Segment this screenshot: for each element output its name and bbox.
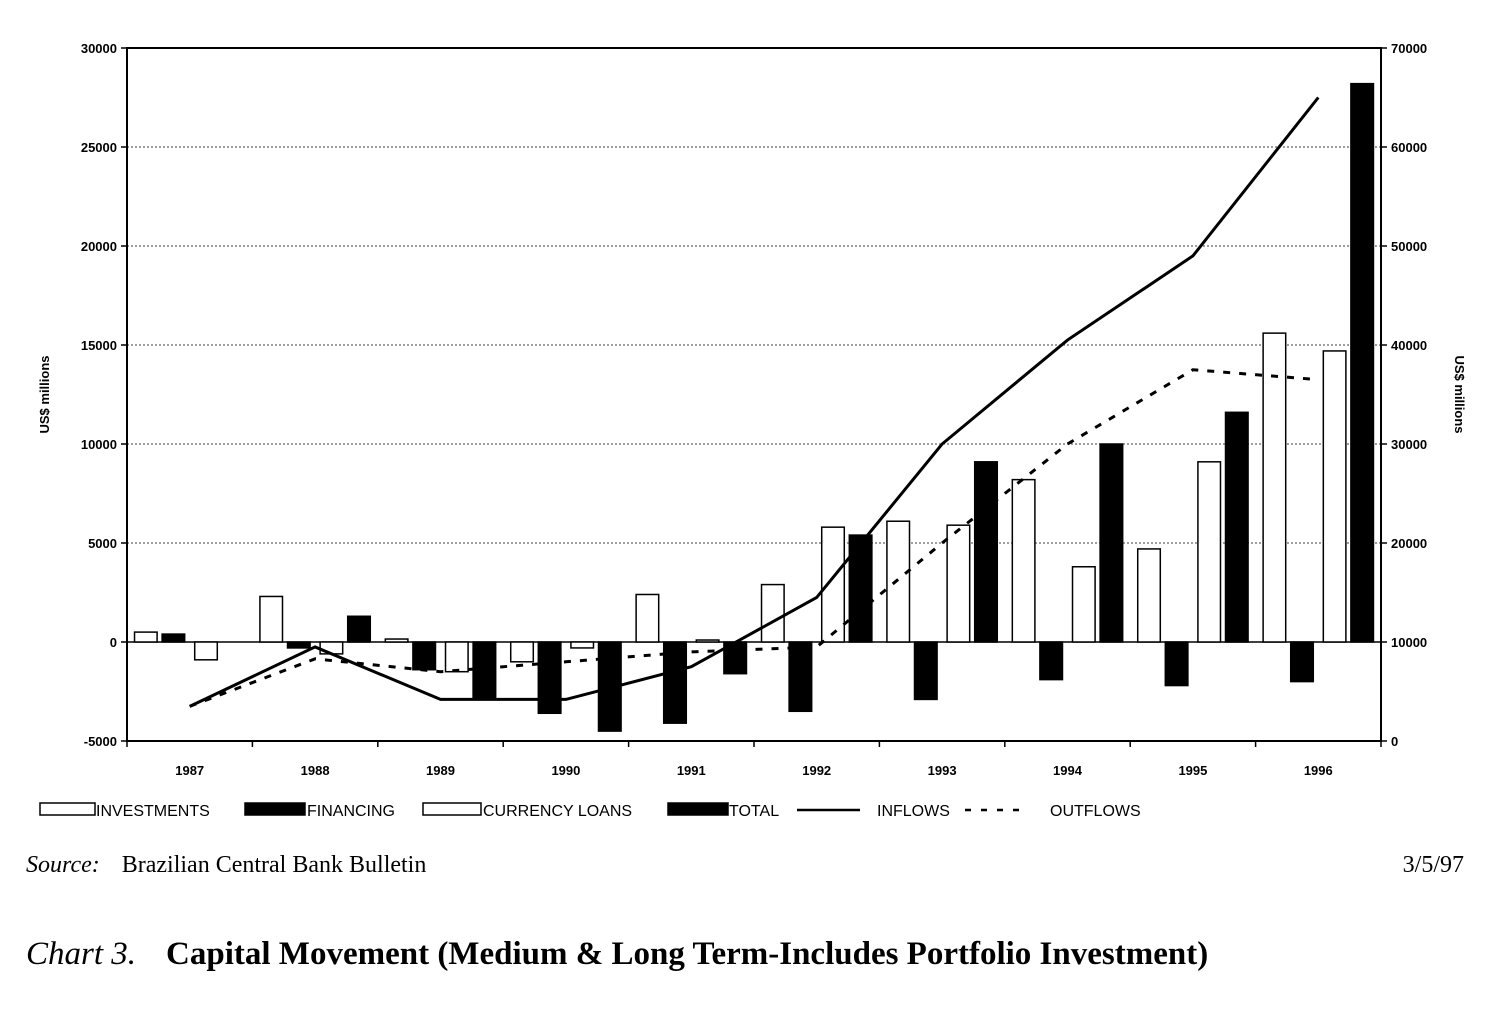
x-tick-label: 1993 <box>928 763 957 778</box>
bar-currency-loans <box>444 641 469 673</box>
bar-financing <box>913 641 938 701</box>
bar-total <box>848 534 873 643</box>
x-tick-label: 1994 <box>1053 763 1083 778</box>
bar-currency-loans <box>193 641 219 661</box>
legend-swatch-financing <box>244 802 306 816</box>
x-tick-label: 1992 <box>802 763 831 778</box>
left-axis-ticks: -5000 0 5000 10000 15000 20000 25000 30000 <box>81 41 127 749</box>
right-axis-ticks: 0 10000 20000 30000 40000 50000 60000 70000 <box>1381 41 1427 749</box>
right-axis-label: US$ millions <box>1452 355 1467 433</box>
x-tick-label: 1995 <box>1178 763 1207 778</box>
right-tick-label: 40000 <box>1391 338 1427 353</box>
x-axis-ticks: 1987 1988 1989 1990 1991 1992 1993 1994 1995 1996 <box>126 741 1382 778</box>
bar-currency-loans <box>319 641 344 655</box>
left-tick-label: 30000 <box>81 41 117 56</box>
date-stamp: 3/5/97 <box>1402 852 1464 878</box>
bar-investments <box>509 641 535 663</box>
bar-investments <box>1262 332 1287 643</box>
chart-caption: Chart 3. Capital Movement (Medium & Long … <box>26 934 1426 974</box>
left-tick-label: 25000 <box>81 140 117 155</box>
bar-financing <box>286 641 311 649</box>
legend-swatch-investments <box>39 802 96 816</box>
left-tick-label: 10000 <box>81 437 117 452</box>
caption-title: Capital Movement (Medium & Long Term-Inc… <box>166 936 1209 972</box>
bar-financing <box>1289 641 1315 683</box>
bar-investments <box>259 595 284 643</box>
right-tick-label: 30000 <box>1391 437 1427 452</box>
right-tick-label: 60000 <box>1391 140 1427 155</box>
bar-currency-loans <box>820 526 846 643</box>
left-tick-label: -5000 <box>84 734 117 749</box>
right-tick-label: 50000 <box>1391 239 1427 254</box>
legend-label-outflows: OUTFLOWS <box>1050 803 1141 820</box>
x-tick-label: 1989 <box>426 763 455 778</box>
legend-label-investments: INVESTMENTS <box>96 803 210 820</box>
source-label: Source: <box>26 852 100 878</box>
x-tick-label: 1988 <box>301 763 330 778</box>
line-outflows <box>189 368 1319 708</box>
bar-currency-loans <box>695 639 720 643</box>
bar-total <box>346 615 372 643</box>
bar-total <box>973 461 999 643</box>
left-tick-label: 15000 <box>81 338 117 353</box>
bar-total <box>1224 411 1249 643</box>
left-tick-label: 5000 <box>88 536 117 551</box>
x-tick-label: 1987 <box>175 763 204 778</box>
bar-currency-loans <box>946 524 971 643</box>
bar-currency-loans <box>1197 461 1222 643</box>
bar-financing <box>412 641 437 671</box>
plot-frame <box>126 47 1382 742</box>
legend-label-currency-loans: CURRENCY LOANS <box>483 803 632 820</box>
caption-number: Chart 3. <box>26 936 137 972</box>
left-axis-label: US$ millions <box>37 355 52 433</box>
legend-label-financing: FINANCING <box>307 803 395 820</box>
bar-investments <box>635 593 660 643</box>
left-tick-label: 0 <box>110 635 117 650</box>
bar-investments <box>760 583 785 643</box>
bar-investments <box>133 631 158 643</box>
x-tick-label: 1991 <box>677 763 706 778</box>
x-tick-label: 1990 <box>551 763 580 778</box>
bar-currency-loans <box>570 641 595 649</box>
legend: INVESTMENTS FINANCING CURRENCY LOANS TOTAL I… <box>39 802 1141 820</box>
bar-investments <box>1011 478 1036 643</box>
right-tick-label: 20000 <box>1391 536 1427 551</box>
bar-total <box>1350 82 1375 643</box>
bar-financing <box>1164 641 1189 687</box>
bar-financing <box>1039 641 1064 681</box>
source-text: Brazilian Central Bank Bulletin <box>121 852 427 878</box>
bar-financing <box>161 633 186 643</box>
bar-financing <box>662 641 688 724</box>
bars <box>133 82 1375 732</box>
right-tick-label: 10000 <box>1391 635 1427 650</box>
source-note: Source: Brazilian Central Bank Bulletin <box>26 852 426 879</box>
legend-swatch-total <box>667 802 729 816</box>
bar-currency-loans <box>1322 350 1347 643</box>
bar-total <box>1099 443 1124 643</box>
left-tick-label: 20000 <box>81 239 117 254</box>
bar-financing <box>788 641 813 713</box>
series-lines <box>189 96 1320 708</box>
bar-investments <box>1136 548 1162 643</box>
line-inflows <box>189 96 1320 708</box>
grid-lines <box>127 146 1381 643</box>
legend-label-total: TOTAL <box>729 803 779 820</box>
legend-label-inflows: INFLOWS <box>877 803 950 820</box>
bar-financing <box>537 641 562 715</box>
right-tick-label: 70000 <box>1391 41 1427 56</box>
chart: -5000 0 5000 10000 15000 20000 25000 30000 0 100… <box>37 41 1467 820</box>
bar-investments <box>384 638 409 643</box>
legend-swatch-currency-loans <box>422 802 482 816</box>
x-tick-label: 1996 <box>1304 763 1333 778</box>
right-tick-label: 0 <box>1391 734 1398 749</box>
bar-currency-loans <box>1071 566 1096 643</box>
bar-investments <box>886 520 911 643</box>
